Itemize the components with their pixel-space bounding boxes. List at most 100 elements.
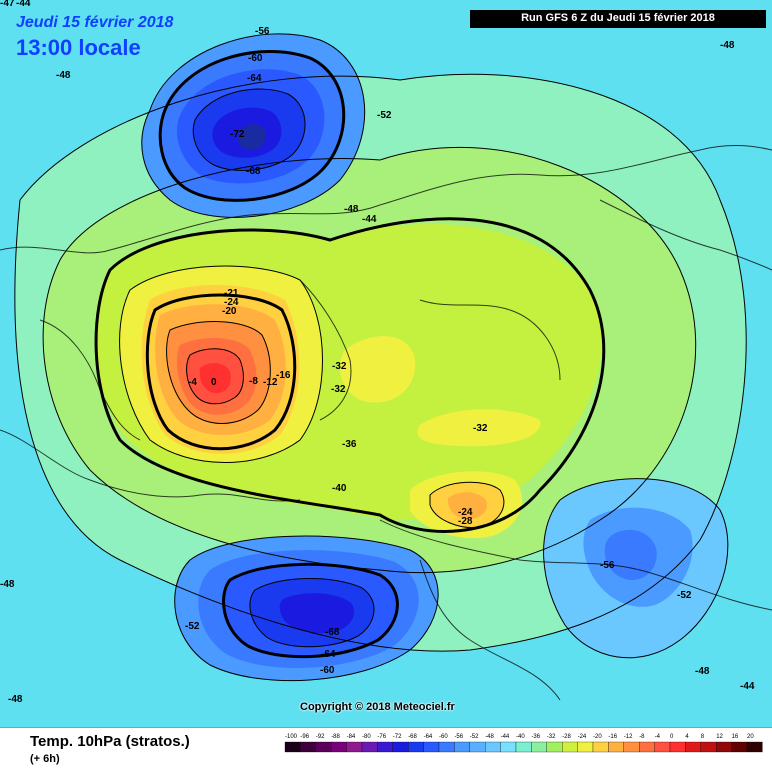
legend-swatch <box>423 741 440 753</box>
label-np-60: -60 <box>248 53 263 64</box>
legend-swatch <box>469 741 486 753</box>
footer-bar: Temp. 10hPa (stratos.) (+ 6h) -100 -96 -92… <box>0 727 772 772</box>
legend-tick-label: 8 <box>701 734 705 740</box>
field-s-low-core <box>279 593 354 634</box>
label-np-56: -56 <box>255 26 270 37</box>
local-time: 13:00 locale <box>16 35 141 60</box>
label-siberia-32: -32 <box>473 423 488 434</box>
label-topright-48: -48 <box>720 40 735 51</box>
legend-swatch <box>454 741 470 753</box>
contour-main-thick <box>94 217 606 533</box>
legend-tick-label: -52 <box>470 734 479 740</box>
run-text: Run GFS 6 Z du Jeudi 15 février 2018 <box>521 12 715 24</box>
legend-swatch <box>500 741 517 753</box>
label-s-68: -68 <box>325 627 340 638</box>
field-np-low-core <box>238 124 267 150</box>
label-se-56: -56 <box>600 560 615 571</box>
label-warm-0: 0 <box>211 377 217 388</box>
label-se-44: -44 <box>740 681 755 692</box>
legend-swatch <box>331 741 347 753</box>
legend-tick-label: -44 <box>501 734 510 740</box>
legend-swatch <box>700 741 717 753</box>
legend-swatch <box>377 741 393 753</box>
legend-swatch <box>592 741 609 753</box>
legend-tick-label: 16 <box>732 734 739 740</box>
legend-swatch <box>438 741 455 753</box>
label-warm-4: -4 <box>188 377 197 388</box>
label-sec-24: -24 <box>458 507 473 518</box>
legend-swatch <box>531 741 547 753</box>
legend-swatch <box>639 741 655 753</box>
label-alaska-44: -44 <box>362 214 377 225</box>
date-title: Jeudi 15 février 2018 <box>16 14 174 31</box>
legend-swatch <box>485 741 501 753</box>
temperature-map: -56 -60 -64 -72 -68 -48 -48 -52 -48 -44 … <box>0 0 772 727</box>
legend-tick-label: -24 <box>578 734 587 740</box>
legend-tick-label: -8 <box>639 734 645 740</box>
label-warm-12: -12 <box>263 377 278 388</box>
label-greenland-32b: -32 <box>331 384 346 395</box>
legend-swatch <box>669 741 686 753</box>
legend-tick-label: -32 <box>547 734 556 740</box>
legend-tick-label: -20 <box>593 734 602 740</box>
legend-tick-label: -28 <box>562 734 571 740</box>
label-np-68: -68 <box>246 166 261 177</box>
legend-swatch <box>315 741 332 753</box>
legend-tick-label: 0 <box>670 734 674 740</box>
label-sec-28: -28 <box>458 516 473 527</box>
legend-tick-label: -84 <box>347 734 356 740</box>
field-siberia-yellow <box>417 409 541 447</box>
thin-contours <box>14 33 747 682</box>
label-greenland-36: -36 <box>342 439 357 450</box>
label-warm-21: -21 <box>224 288 239 299</box>
copyright-text: Copyright © 2018 Meteociel.fr <box>300 701 455 713</box>
legend-tick-label: -48 <box>485 734 494 740</box>
field-secondary-warm-core <box>447 492 488 520</box>
label-warm-24: -24 <box>224 297 239 308</box>
label-corner-44: -44 <box>16 0 31 9</box>
legend-swatch <box>731 741 748 753</box>
contour-np-thick <box>158 50 346 202</box>
label-se-52: -52 <box>677 590 692 601</box>
coastlines <box>0 145 772 701</box>
legend-swatch <box>284 741 301 753</box>
contour-warm-thick <box>145 293 297 451</box>
legend-swatch <box>716 741 732 753</box>
legend-tick-label: -40 <box>516 734 525 740</box>
label-np-72: -72 <box>230 129 245 140</box>
label-sw-52: -52 <box>185 621 200 632</box>
field-red-core <box>199 363 231 394</box>
label-warm-8: -8 <box>249 376 258 387</box>
legend-tick-label: -100 <box>285 734 298 740</box>
legend-tick-label: -80 <box>362 734 371 740</box>
legend-tick-label: -76 <box>377 734 386 740</box>
legend-tick-label: 4 <box>685 734 689 740</box>
label-warm-16: -16 <box>276 370 291 381</box>
legend-swatch <box>546 741 563 753</box>
label-greenland-32a: -32 <box>332 361 347 372</box>
legend-tick-label: -4 <box>655 734 661 740</box>
legend-swatch <box>746 741 763 753</box>
legend-tick-label: -56 <box>454 734 463 740</box>
legend-swatch <box>361 741 378 753</box>
label-north-52: -52 <box>377 110 392 121</box>
legend-tick-label: 12 <box>716 734 723 740</box>
forecast-step: (+ 6h) <box>30 753 60 765</box>
label-corner-47: -47 <box>0 0 15 9</box>
legend-tick-label: -88 <box>331 734 340 740</box>
label-left-48: -48 <box>0 579 15 590</box>
legend-swatch <box>408 741 424 753</box>
legend-swatch <box>577 741 594 753</box>
label-alaska-48: -48 <box>344 204 359 215</box>
label-sw-48: -48 <box>8 694 23 705</box>
label-warm-20: -20 <box>222 306 237 317</box>
label-s-60: -60 <box>320 665 335 676</box>
color-legend: -100 -96 -92 -88 -84 -80 -76 -72 -68 -64 -60 -56 -52… <box>284 734 763 753</box>
legend-swatch <box>346 741 363 753</box>
legend-swatch <box>392 741 409 753</box>
legend-swatch <box>685 741 701 753</box>
label-europe-40: -40 <box>332 483 347 494</box>
legend-swatch <box>562 741 578 753</box>
legend-swatch <box>608 741 624 753</box>
legend-tick-label: -36 <box>531 734 540 740</box>
